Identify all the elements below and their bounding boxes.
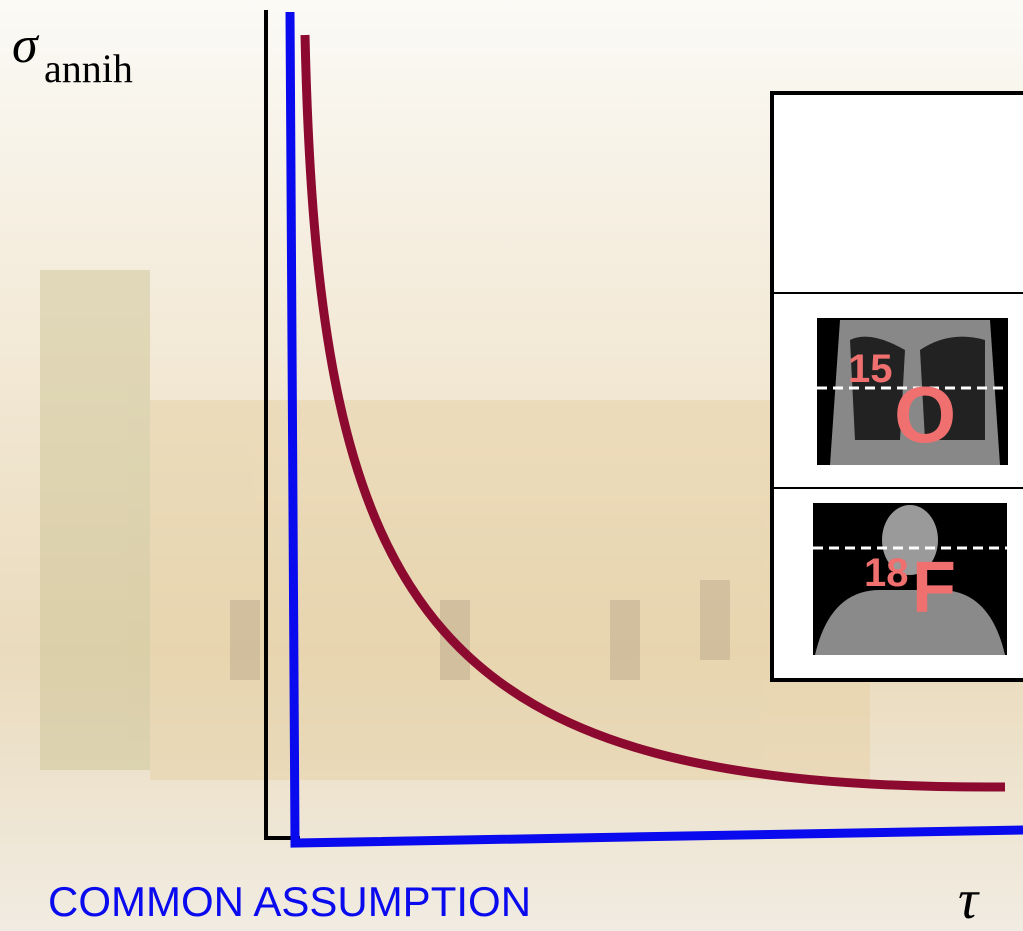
annihilation-curve (300, 34, 1006, 792)
panel-box (770, 91, 1023, 682)
background-scene (40, 270, 870, 780)
y-axis-symbol: σ (12, 17, 40, 74)
assumption-curve (285, 11, 1023, 848)
isotope-mass: 15 (848, 347, 893, 391)
x-axis-label: τ (958, 869, 980, 931)
isotope-element: F (912, 548, 956, 628)
y-axis-subscript: annih (44, 46, 133, 91)
caption: COMMON ASSUMPTION (48, 878, 531, 925)
isotope-mass: 18 (864, 551, 909, 595)
isotope-element: O (894, 370, 956, 459)
